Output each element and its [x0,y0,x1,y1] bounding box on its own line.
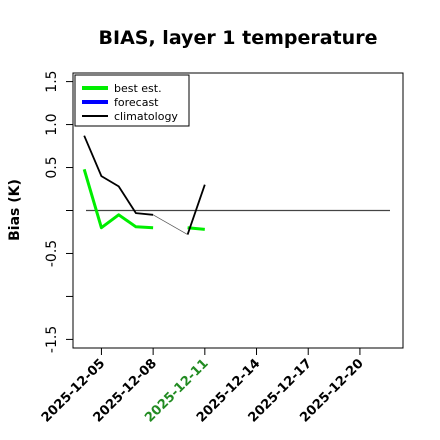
y-tick-label: 1.0 [44,113,60,135]
y-tick-label: 1.5 [44,70,60,92]
y-tick-label: 0.5 [44,156,60,178]
legend-label: climatology [114,110,178,123]
y-tick-label: -1.5 [44,326,60,353]
legend-label: best est. [114,82,162,95]
x-axis: 2025-12-052025-12-082025-12-112025-12-14… [39,348,367,426]
y-axis: -1.5 -0.5 0.5 1.0 1.5 [44,70,73,353]
series-line-climatology [152,214,188,235]
series-line-best-est- [82,168,154,230]
legend-label: forecast [114,96,159,109]
series-group [82,135,206,235]
y-tick-label: -0.5 [44,240,60,267]
chart-title: BIAS, layer 1 temperature [99,27,378,49]
series-line-climatology [186,184,206,235]
series-line-climatology [83,135,154,216]
y-axis-label: Bias (K) [7,179,23,241]
